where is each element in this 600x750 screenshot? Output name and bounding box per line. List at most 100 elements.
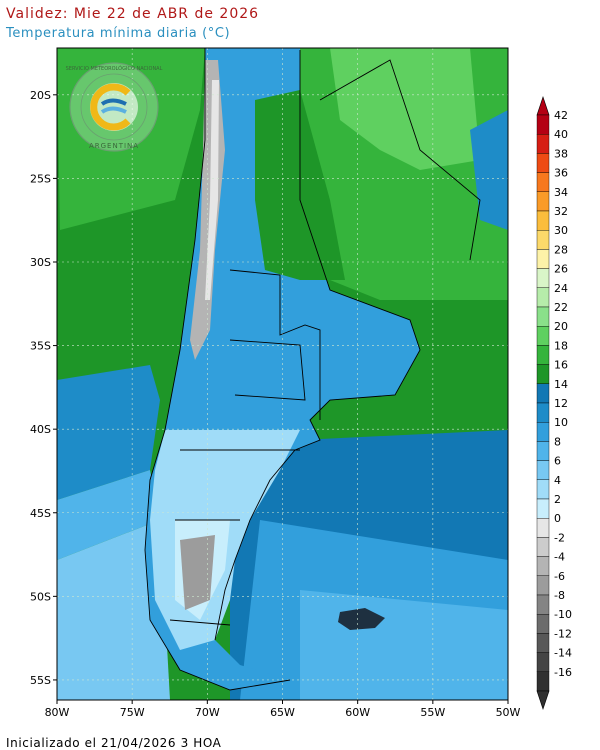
variable-subtitle: Temperatura mínima diaria (°C): [6, 26, 231, 41]
colorbar-top-arrow: [536, 96, 550, 116]
lat-tick-label: 40S: [30, 423, 51, 436]
colorbar-swatch: [536, 268, 550, 289]
colorbar-swatch: [536, 345, 550, 365]
colorbar-swatch: [536, 537, 550, 557]
colorbar-label: -2: [554, 531, 565, 544]
pacific-south-band: [57, 520, 170, 700]
colorbar-swatch: [536, 402, 550, 423]
colorbar-label: 22: [554, 301, 568, 314]
colorbar-label: 26: [554, 263, 568, 276]
borders: [144, 48, 481, 691]
lat-tick-label: 50S: [30, 590, 51, 603]
colorbar-swatch: [536, 383, 550, 404]
lon-tick-label: 65W: [270, 706, 295, 719]
lat-tick-label: 25S: [30, 172, 51, 185]
pacific-warm-band: [57, 48, 205, 230]
colorbar-swatch: [536, 518, 550, 538]
colorbar-swatch: [536, 633, 550, 653]
colorbar-label: 24: [554, 282, 568, 295]
colorbar-label: 28: [554, 243, 568, 256]
colorbar-swatch: [536, 479, 550, 500]
temperature-map: 20S 25S 30S 35S 40S 45S 50S 55S 80W 75W 70W 65W 60W…: [30, 47, 521, 719]
colorbar-swatch: [536, 133, 550, 154]
colorbar-swatch: [536, 422, 550, 442]
colorbar-label: -12: [554, 627, 572, 640]
chile-argentina-border: [144, 48, 291, 691]
colorbar-label: -16: [554, 666, 572, 679]
colorbar-label: 20: [554, 320, 568, 333]
colorbar-label: -4: [554, 551, 565, 564]
colorbar-label: 12: [554, 397, 568, 410]
longitude-labels: 80W 75W 70W 65W 60W 55W 50W: [45, 700, 521, 719]
colorbar-label: 8: [554, 435, 561, 448]
northern-borders: [319, 59, 481, 261]
colorbar-swatch: [536, 114, 550, 135]
smn-logo: SERVICIO METEOROLÓGICO NACIONAL ARGENTIN…: [66, 62, 163, 152]
province-lines-c: [169, 449, 300, 626]
southern-ice-field: [180, 535, 215, 610]
lon-tick-label: 75W: [120, 706, 145, 719]
colorbar-swatch: [536, 556, 550, 576]
colorbar-label: 0: [554, 512, 561, 525]
lon-tick-label: 50W: [496, 706, 521, 719]
colorbar-bottom-arrow: [536, 690, 550, 710]
colorbar-swatch: [536, 153, 550, 173]
colorbar-swatch: [536, 594, 550, 615]
colorbar-swatch: [536, 249, 550, 269]
colorbar-label: 10: [554, 416, 568, 429]
malvinas-islands: [338, 608, 385, 630]
province-lines-b: [229, 339, 306, 401]
north-land-warm: [330, 48, 480, 170]
colorbar-label: 16: [554, 359, 568, 372]
argentina-coast: [214, 50, 421, 641]
colorbar-swatch: [536, 326, 550, 346]
lon-tick-label: 60W: [345, 706, 370, 719]
lat-tick-label: 45S: [30, 507, 51, 520]
lat-tick-label: 55S: [30, 674, 51, 687]
lat-tick-label: 30S: [30, 256, 51, 269]
colorbar-label: 2: [554, 493, 561, 506]
colorbar-label: 4: [554, 474, 561, 487]
colorbar-swatch: [536, 229, 550, 250]
colorbar-swatch: [536, 441, 550, 461]
colorbar-label: 14: [554, 378, 568, 391]
colorbar-label: 40: [554, 128, 568, 141]
colorbar-label: -8: [554, 589, 565, 602]
colorbar-label: 34: [554, 186, 568, 199]
colorbar-label: -14: [554, 647, 572, 660]
colorbar-swatch: [536, 191, 550, 212]
logo-ring-top-text: SERVICIO METEOROLÓGICO NACIONAL: [66, 65, 163, 72]
colorbar-label: 42: [554, 109, 568, 122]
logo-ring-bottom-text: ARGENTINA: [89, 142, 139, 150]
colorbar-swatch: [536, 614, 550, 634]
lon-tick-label: 80W: [45, 706, 70, 719]
lat-tick-label: 35S: [30, 340, 51, 353]
lat-tick-label: 20S: [30, 89, 51, 102]
andes-peaks: [205, 80, 219, 300]
colorbar-label: 6: [554, 455, 561, 468]
colorbar-swatch: [536, 364, 550, 385]
colorbar-label: 36: [554, 167, 568, 180]
colorbar-swatch: [536, 287, 550, 308]
colorbar-swatch: [536, 575, 550, 596]
lon-tick-label: 55W: [420, 706, 445, 719]
colorbar-label: 18: [554, 339, 568, 352]
latitude-labels: 20S 25S 30S 35S 40S 45S 50S 55S: [30, 89, 57, 687]
pacific-cool-band: [57, 365, 160, 500]
colorbar-swatch: [536, 460, 550, 481]
colorbar-label: -10: [554, 608, 572, 621]
pacific-cold-band: [57, 470, 160, 560]
colorbar-swatch: [536, 306, 550, 327]
colorbar-label: 38: [554, 147, 568, 160]
initialization-footer: Inicializado el 21/04/2026 3 HOA: [6, 736, 222, 750]
validity-title: Validez: Mie 22 de ABR de 2026: [6, 6, 260, 22]
colorbar-label: 30: [554, 224, 568, 237]
colorbar-label: 32: [554, 205, 568, 218]
colorbar-swatch: [536, 210, 550, 231]
colorbar-swatch: [536, 498, 550, 519]
colorbar-label: -6: [554, 570, 565, 583]
province-lines-a: [229, 269, 321, 420]
colorbar-swatch: [536, 671, 550, 692]
colorbar-swatch: [536, 172, 550, 193]
graticule: [57, 48, 508, 700]
